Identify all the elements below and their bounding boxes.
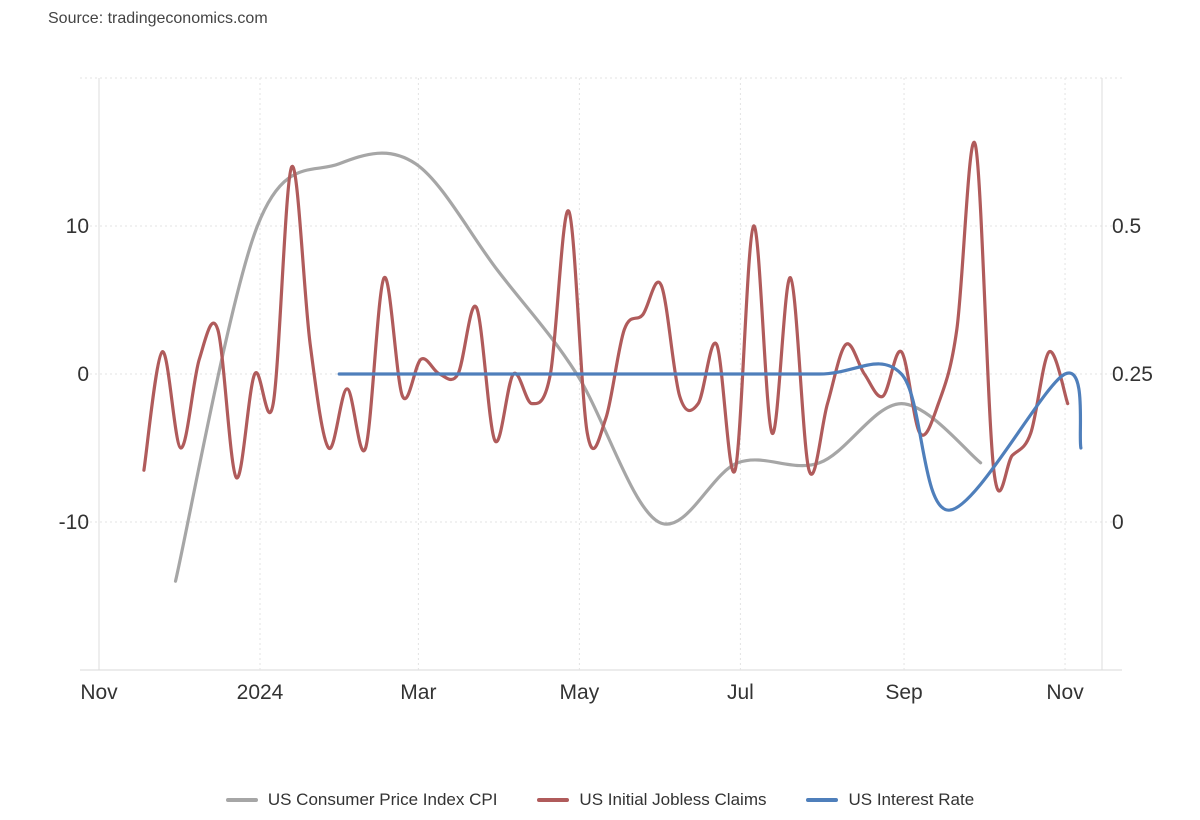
series-line-interest-rate[interactable] [337, 362, 1083, 512]
y-left-tick-label: 10 [66, 215, 89, 238]
legend-label-jobless-claims: US Initial Jobless Claims [579, 790, 767, 809]
legend-item-jobless-claims[interactable]: US Initial Jobless Claims [537, 790, 766, 810]
legend-swatch-interest-rate [806, 798, 839, 802]
y-right-tick-label: 0.25 [1112, 363, 1153, 386]
legend-item-interest-rate[interactable]: US Interest Rate [806, 790, 974, 810]
y-right-tick-label: 0 [1112, 511, 1124, 534]
series-line-cpi[interactable] [173, 151, 983, 583]
x-tick-label: Nov [80, 681, 118, 704]
line-chart: 10 0 -10 0.5 0.25 0 Nov 2024 Mar May Jul Sep Nov [59, 77, 1153, 704]
x-tick-label: Mar [400, 681, 436, 704]
y-left-tick-label: -10 [59, 511, 89, 534]
chart-axes: 10 0 -10 0.5 0.25 0 Nov 2024 Mar May Jul Sep Nov [59, 78, 1153, 704]
x-tick-label: Sep [885, 681, 922, 704]
legend-swatch-jobless-claims [537, 798, 570, 802]
x-tick-label: Nov [1046, 681, 1084, 704]
chart-legend: US Consumer Price Index CPI US Initial J… [0, 790, 1200, 810]
legend-swatch-cpi [225, 798, 258, 802]
x-tick-label: Jul [727, 681, 754, 704]
y-left-tick-label: 0 [77, 363, 89, 386]
series-line-jobless-claims[interactable] [142, 140, 1070, 493]
chart-series [142, 140, 1083, 583]
legend-item-cpi[interactable]: US Consumer Price Index CPI [225, 790, 498, 810]
chart-source: Source: tradingeconomics.com [48, 10, 268, 27]
x-tick-label: 2024 [237, 681, 284, 704]
y-right-tick-label: 0.5 [1112, 215, 1141, 238]
x-tick-label: May [560, 681, 600, 704]
legend-label-cpi: US Consumer Price Index CPI [267, 790, 498, 809]
legend-label-interest-rate: US Interest Rate [848, 790, 975, 809]
